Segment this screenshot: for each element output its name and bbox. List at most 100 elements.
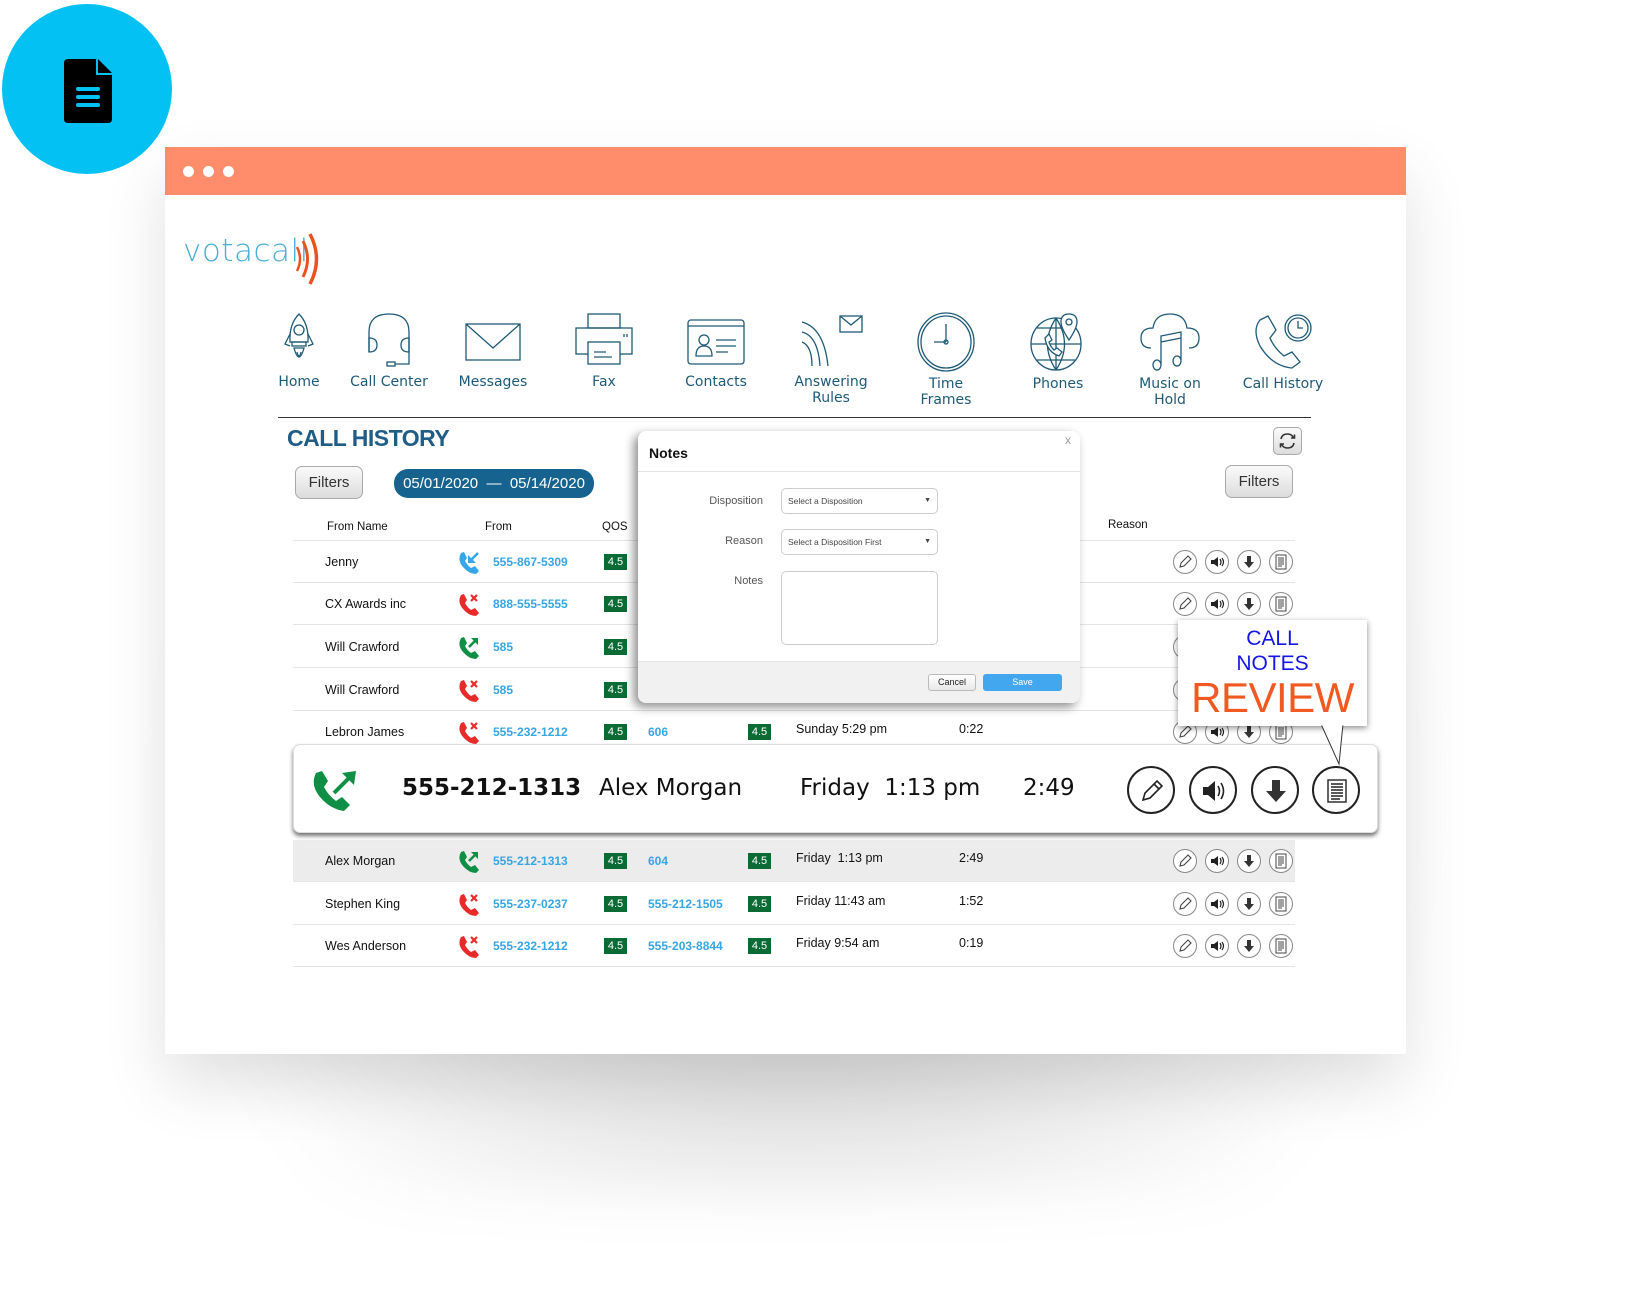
outgoing-call-icon xyxy=(459,637,479,659)
to-number[interactable]: 555-212-1505 xyxy=(648,897,723,911)
from-name: Wes Anderson xyxy=(325,939,407,953)
column-header-from[interactable]: From xyxy=(485,521,512,533)
nav-messages[interactable]: Messages xyxy=(443,312,543,390)
from-number[interactable]: 555-867-5309 xyxy=(493,555,568,569)
play-audio-button[interactable] xyxy=(1205,550,1229,574)
download-button[interactable] xyxy=(1237,849,1261,873)
column-header-qos[interactable]: QOS xyxy=(602,521,628,533)
edit-icon xyxy=(1141,779,1164,802)
nav-call-center[interactable]: Call Center xyxy=(339,312,439,390)
nav-phones[interactable]: Phones xyxy=(1008,312,1108,392)
nav-fax[interactable]: Fax xyxy=(554,312,654,390)
nav-music-on-hold[interactable]: Music on Hold xyxy=(1120,312,1220,408)
headset-icon xyxy=(368,313,410,367)
column-header-reason[interactable]: Reason xyxy=(1108,519,1148,531)
table-row[interactable]: Stephen King 555-237-0237 4.5 555-212-1505 4… xyxy=(293,883,1295,925)
play-audio-button[interactable] xyxy=(1189,766,1237,814)
nav-contacts[interactable]: Contacts xyxy=(666,312,766,390)
to-number[interactable]: 555-203-8844 xyxy=(648,939,723,953)
reason-label: Reason xyxy=(725,535,763,547)
table-row[interactable]: Alex Morgan 555-212-1313 4.5 604 4.5 Friday 1… xyxy=(293,840,1295,882)
missed-call-icon xyxy=(459,894,479,916)
window-control-dot[interactable] xyxy=(183,166,194,177)
close-icon[interactable]: x xyxy=(1065,433,1071,447)
filters-button[interactable]: Filters xyxy=(295,466,363,499)
nav-call-history[interactable]: Call History xyxy=(1233,312,1333,392)
notes-label: Notes xyxy=(734,575,763,587)
edit-button[interactable] xyxy=(1173,592,1197,616)
edit-button[interactable] xyxy=(1127,766,1175,814)
download-button[interactable] xyxy=(1251,766,1299,814)
nav-divider xyxy=(278,417,1311,418)
qos-badge: 4.5 xyxy=(604,682,627,698)
from-number[interactable]: 555-232-1212 xyxy=(493,939,568,953)
disposition-select[interactable]: Select a Disposition ▼ xyxy=(781,488,938,514)
from-number[interactable]: 555-232-1212 xyxy=(493,725,568,739)
call-time: Friday 1:13 pm xyxy=(796,851,883,865)
notes-button[interactable] xyxy=(1269,849,1293,873)
refresh-icon xyxy=(1279,433,1296,449)
from-name: Will Crawford xyxy=(325,640,400,654)
globe-phone-icon xyxy=(1030,313,1082,371)
from-number[interactable]: 585 xyxy=(493,683,514,697)
window-control-dot[interactable] xyxy=(203,166,214,177)
save-button[interactable]: Save xyxy=(983,674,1062,691)
from-name: Stephen King xyxy=(325,897,401,911)
callout-line-3: REVIEW xyxy=(1191,674,1354,721)
refresh-button[interactable] xyxy=(1273,427,1302,455)
call-duration: 1:52 xyxy=(959,894,984,908)
notes-button[interactable] xyxy=(1269,892,1293,916)
cancel-button[interactable]: Cancel xyxy=(928,674,976,691)
play-audio-button[interactable] xyxy=(1205,934,1229,958)
download-button[interactable] xyxy=(1237,592,1261,616)
download-button[interactable] xyxy=(1237,934,1261,958)
to-number[interactable]: 606 xyxy=(648,725,669,739)
nav-label: Music on xyxy=(1139,376,1201,392)
play-audio-button[interactable] xyxy=(1205,592,1229,616)
filters-button-right[interactable]: Filters xyxy=(1225,465,1293,498)
contact-card-icon xyxy=(687,319,745,365)
download-button[interactable] xyxy=(1237,892,1261,916)
notes-textarea[interactable] xyxy=(781,571,938,645)
chevron-down-icon: ▼ xyxy=(924,497,931,504)
download-button[interactable] xyxy=(1237,550,1261,574)
notes-button[interactable] xyxy=(1269,934,1293,958)
nav-label-line2: Rules xyxy=(812,390,850,406)
date-range-picker[interactable]: 05/01/2020 — 05/14/2020 xyxy=(394,469,594,498)
incoming-call-icon xyxy=(459,552,479,574)
nav-time-frames[interactable]: Time Frames xyxy=(896,312,996,408)
reason-select[interactable]: Select a Disposition First ▼ xyxy=(781,529,938,555)
page-title: CALL HISTORY xyxy=(287,425,450,451)
from-number[interactable]: 888-555-5555 xyxy=(493,597,568,611)
notes-button[interactable] xyxy=(1312,766,1360,814)
nav-home[interactable]: Home xyxy=(249,312,349,390)
qos-badge: 4.5 xyxy=(604,724,627,740)
call-duration: 2:49 xyxy=(959,851,984,865)
date-separator: — xyxy=(486,475,502,492)
qos-badge-2: 4.5 xyxy=(748,853,771,869)
play-audio-button[interactable] xyxy=(1205,849,1229,873)
edit-button[interactable] xyxy=(1173,849,1197,873)
play-audio-button[interactable] xyxy=(1205,892,1229,916)
featured-call-card[interactable]: 555-212-1313 Alex Morgan Friday 1:13 pm … xyxy=(293,744,1378,833)
from-number[interactable]: 555-212-1313 xyxy=(493,854,568,868)
call-time: Sunday 5:29 pm xyxy=(796,722,888,736)
to-number[interactable]: 604 xyxy=(648,854,669,868)
nav-answering-rules[interactable]: Answering Rules xyxy=(781,312,881,406)
notes-icon xyxy=(1275,938,1287,954)
nav-label: Contacts xyxy=(685,374,747,390)
envelope-icon xyxy=(465,323,521,361)
table-row[interactable]: Wes Anderson 555-232-1212 4.5 555-203-8844 4… xyxy=(293,925,1295,967)
play-audio-icon xyxy=(1211,899,1225,909)
edit-button[interactable] xyxy=(1173,934,1197,958)
from-number[interactable]: 555-237-0237 xyxy=(493,897,568,911)
from-number[interactable]: 585 xyxy=(493,640,514,654)
notes-button[interactable] xyxy=(1269,550,1293,574)
missed-call-icon xyxy=(459,594,479,616)
column-header-from-name[interactable]: From Name xyxy=(327,521,388,533)
edit-button[interactable] xyxy=(1173,892,1197,916)
notes-button[interactable] xyxy=(1269,592,1293,616)
edit-button[interactable] xyxy=(1173,550,1197,574)
call-time: Friday 11:43 am xyxy=(796,894,886,908)
window-control-dot[interactable] xyxy=(223,166,234,177)
